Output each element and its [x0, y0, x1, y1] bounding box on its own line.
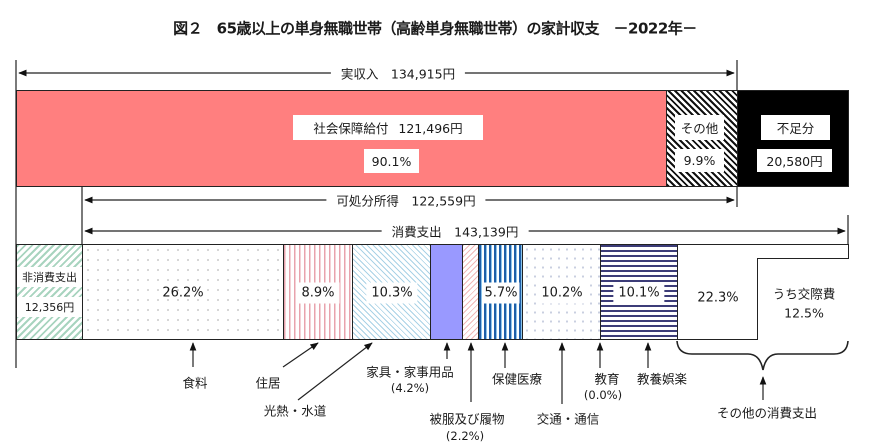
disposable-income-label: 可処分所得 122,559円	[326, 190, 486, 210]
culture-label: 教養娯楽	[636, 371, 688, 387]
clothing-percent: (2.2%)	[445, 429, 485, 443]
deficit-label: 不足分	[776, 121, 815, 136]
entertainment-sub-box: うち交際費 12.5%	[757, 258, 849, 340]
medical-label: 保健医療	[491, 371, 543, 387]
food-percent: 26.2%	[162, 285, 204, 301]
education-percent: (0.0%)	[583, 388, 623, 402]
other-income-label: その他	[680, 121, 719, 136]
utility-segment: 10.3%	[352, 244, 431, 340]
furniture-percent: (4.2%)	[390, 381, 430, 395]
entertainment-sub-label: うち交際費	[772, 286, 836, 302]
culture-segment: 10.1%	[600, 244, 678, 340]
other-income-percent-box: 9.9%	[675, 149, 724, 172]
social-security-label: 社会保障給付	[313, 121, 389, 136]
utility-pointer-arrow	[297, 342, 373, 401]
medical-segment: 5.7%	[478, 244, 523, 340]
clothing-segment	[462, 244, 479, 340]
housing-label: 住居	[255, 375, 281, 391]
real-income-label: 実収入 134,915円	[330, 63, 466, 83]
non-consumption-value-box: 12,356円	[17, 297, 82, 317]
social-security-percent-box: 90.1%	[364, 149, 419, 173]
deficit-value: 20,580円	[766, 154, 823, 169]
deficit-label-box: 不足分	[761, 115, 830, 140]
other-income-percent: 9.9%	[683, 153, 716, 168]
social-security-value: 121,496円	[398, 121, 463, 136]
chart-title: 図２ 65歳以上の単身無職世帯（高齢単身無職世帯）の家計収支 －2022年－	[173, 19, 697, 38]
other-income-segment: その他 9.9%	[666, 90, 738, 187]
transport-segment: 10.2%	[522, 244, 601, 340]
culture-percent: 10.1%	[613, 282, 665, 304]
others-brace	[676, 340, 849, 371]
deficit-value-box: 20,580円	[757, 149, 832, 172]
consumption-label: 消費支出 143,139円	[381, 221, 529, 241]
non-consumption-label-box: 非消費支出	[17, 267, 82, 287]
non-consumption-label: 非消費支出	[22, 271, 77, 284]
transport-label: 交通・通信	[536, 411, 600, 427]
utility-label: 光熱・水道	[263, 403, 327, 419]
social-security-label-box: 社会保障給付 121,496円	[293, 115, 483, 140]
social-security-percent: 90.1%	[371, 153, 412, 169]
furniture-segment	[430, 244, 463, 340]
social-security-segment: 社会保障給付 121,496円 90.1%	[16, 90, 667, 187]
housing-pointer-arrow	[282, 342, 319, 368]
other-consumption-label: その他の消費支出	[716, 405, 818, 421]
deficit-segment: 不足分 20,580円	[737, 90, 849, 187]
food-segment: 26.2%	[82, 244, 284, 340]
other-income-label-box: その他	[675, 115, 724, 140]
utility-percent: 10.3%	[366, 282, 418, 304]
medical-percent: 5.7%	[482, 282, 520, 304]
housing-percent: 8.9%	[296, 282, 340, 304]
food-label: 食料	[182, 375, 208, 391]
other-consumption-percent: 22.3%	[692, 287, 744, 309]
non-consumption-segment: 非消費支出 12,356円	[16, 244, 83, 340]
non-consumption-value: 12,356円	[24, 301, 75, 314]
clothing-label: 被服及び履物	[429, 411, 505, 427]
education-label: 教育	[594, 371, 620, 387]
furniture-label: 家具・家事用品	[366, 364, 454, 380]
transport-percent: 10.2%	[536, 282, 588, 304]
entertainment-sub-percent: 12.5%	[784, 305, 824, 321]
other-consumption-segment: 22.3% うち交際費 12.5%	[677, 244, 849, 340]
housing-segment: 8.9%	[283, 244, 353, 340]
